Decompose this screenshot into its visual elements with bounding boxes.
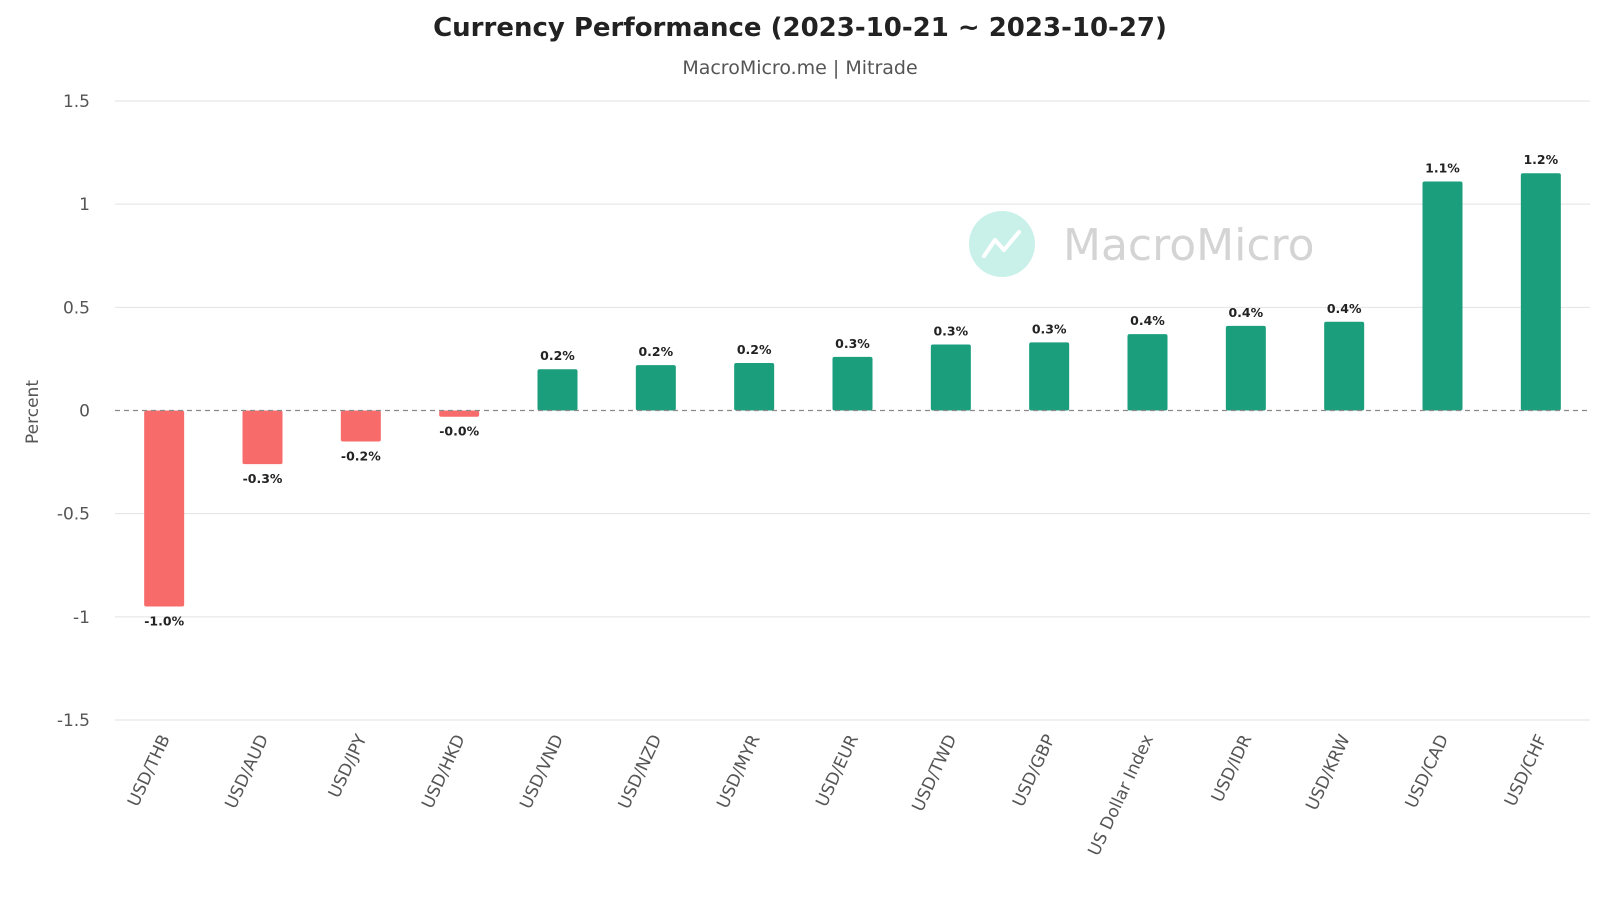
data-label: 0.3% xyxy=(835,336,870,351)
data-label: 0.3% xyxy=(933,323,968,338)
data-labels: -1.0% -0.3% -0.2% -0.0% 0.2% 0.2% 0.2% 0.3% 0.3%… xyxy=(144,152,1558,628)
data-label: 0.4% xyxy=(1327,301,1362,316)
x-tick-label: USD/VND xyxy=(516,732,568,813)
x-tick-label: USD/HKD xyxy=(418,732,470,812)
data-label: 0.2% xyxy=(638,344,673,359)
x-tick-label: USD/CAD xyxy=(1402,732,1453,812)
y-axis-label: Percent xyxy=(23,380,43,444)
y-tick-label: -1.5 xyxy=(57,711,90,731)
bar[interactable] xyxy=(1520,173,1561,411)
watermark-chart-icon xyxy=(969,211,1035,277)
bar[interactable] xyxy=(1029,342,1070,411)
x-tick-label: USD/TWD xyxy=(908,732,961,815)
x-tick-label: USD/JPY xyxy=(325,731,372,801)
y-tick-label: -0.5 xyxy=(57,505,90,525)
y-tick-label: 1.5 xyxy=(63,92,90,112)
bar[interactable] xyxy=(930,344,971,411)
bars xyxy=(144,173,1561,607)
data-label: 0.4% xyxy=(1228,305,1263,320)
y-tick-label: 0.5 xyxy=(63,298,90,318)
x-tick-label: USD/THB xyxy=(124,732,175,810)
data-label: 0.3% xyxy=(1032,321,1067,336)
bar[interactable] xyxy=(144,410,185,607)
bar[interactable] xyxy=(537,369,578,411)
chart-subtitle: MacroMicro.me | Mitrade xyxy=(682,57,917,79)
bar[interactable] xyxy=(340,410,381,442)
bar[interactable] xyxy=(1225,325,1266,411)
x-tick-label: USD/NZD xyxy=(615,732,667,813)
bar[interactable] xyxy=(1127,334,1168,411)
bar[interactable] xyxy=(1422,181,1463,411)
data-label: 0.2% xyxy=(737,342,772,357)
x-tick-label: USD/AUD xyxy=(221,732,273,812)
data-label: -0.0% xyxy=(439,424,479,439)
data-label: -0.3% xyxy=(243,471,283,486)
bar[interactable] xyxy=(439,410,480,417)
watermark-trend-line xyxy=(982,230,1021,258)
x-tick-label: USD/EUR xyxy=(812,732,863,810)
data-label: 0.4% xyxy=(1130,313,1165,328)
bar[interactable] xyxy=(832,356,873,411)
y-tick-label: 0 xyxy=(79,402,90,422)
x-tick-label: USD/KRW xyxy=(1302,731,1354,813)
watermark-text: MacroMicro xyxy=(1063,220,1315,271)
gridlines xyxy=(115,100,1590,721)
data-label: 1.1% xyxy=(1425,160,1460,175)
chart-title: Currency Performance (2023-10-21 ~ 2023-… xyxy=(433,13,1167,43)
y-tick-label: -1 xyxy=(73,608,90,628)
data-label: -1.0% xyxy=(144,614,184,629)
x-tick-label: USD/CHF xyxy=(1501,732,1551,810)
x-axis-ticks: USD/THB USD/AUD USD/JPY USD/HKD USD/VND USD/N… xyxy=(124,731,1551,859)
watermark-logo: MacroMicro xyxy=(969,211,1315,277)
y-tick-label: 1 xyxy=(79,195,90,215)
data-label: -0.2% xyxy=(341,448,381,463)
x-tick-label: USD/MYR xyxy=(713,731,765,811)
bar[interactable] xyxy=(242,410,283,465)
y-axis-ticks: 1.5 1 0.5 0 -0.5 -1 -1.5 xyxy=(57,92,90,731)
x-tick-label: US Dollar Index xyxy=(1084,732,1158,859)
data-label: 0.2% xyxy=(540,348,575,363)
data-label: 1.2% xyxy=(1523,152,1558,167)
x-tick-label: USD/GBP xyxy=(1009,732,1060,810)
x-tick-label: USD/IDR xyxy=(1208,731,1257,805)
bar[interactable] xyxy=(734,363,775,411)
bar[interactable] xyxy=(1324,321,1365,411)
bar[interactable] xyxy=(635,365,676,411)
